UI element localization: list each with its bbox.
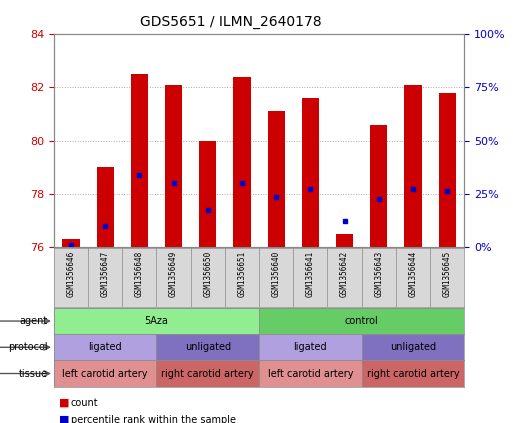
Bar [404, 85, 422, 247]
Bar [63, 239, 80, 247]
Bar [199, 140, 216, 247]
Bar [156, 334, 259, 360]
Text: ligated: ligated [293, 342, 327, 352]
Bar [54, 360, 156, 387]
Text: GSM1356648: GSM1356648 [135, 251, 144, 297]
Bar [156, 360, 259, 387]
Text: unligated: unligated [185, 342, 231, 352]
Bar [336, 234, 353, 247]
Text: control: control [345, 316, 379, 326]
Text: percentile rank within the sample: percentile rank within the sample [71, 415, 236, 423]
Bar [259, 360, 362, 387]
Text: tissue: tissue [18, 368, 48, 379]
Bar [302, 98, 319, 247]
Text: right carotid artery: right carotid artery [367, 368, 459, 379]
Text: GSM1356651: GSM1356651 [238, 251, 246, 297]
Text: count: count [71, 398, 98, 408]
Bar [165, 85, 182, 247]
Bar [362, 334, 464, 360]
Bar [439, 93, 456, 247]
Text: GSM1356649: GSM1356649 [169, 251, 178, 297]
Text: GSM1356646: GSM1356646 [67, 251, 75, 297]
Bar [54, 334, 156, 360]
Text: GSM1356642: GSM1356642 [340, 251, 349, 297]
Text: ■: ■ [59, 415, 69, 423]
Text: right carotid artery: right carotid artery [162, 368, 254, 379]
Text: GSM1356647: GSM1356647 [101, 251, 110, 297]
Bar [54, 308, 259, 334]
Text: left carotid artery: left carotid artery [63, 368, 148, 379]
Bar [259, 308, 464, 334]
Bar [96, 168, 114, 247]
Text: GSM1356645: GSM1356645 [443, 251, 451, 297]
Text: protocol: protocol [8, 342, 48, 352]
Text: agent: agent [19, 316, 48, 326]
Bar [268, 111, 285, 247]
Text: GSM1356644: GSM1356644 [408, 251, 418, 297]
Text: GSM1356643: GSM1356643 [374, 251, 383, 297]
Text: unligated: unligated [390, 342, 436, 352]
Text: 5Aza: 5Aza [145, 316, 168, 326]
Text: GSM1356650: GSM1356650 [203, 251, 212, 297]
Text: GSM1356641: GSM1356641 [306, 251, 315, 297]
Text: ligated: ligated [88, 342, 122, 352]
Text: GSM1356640: GSM1356640 [272, 251, 281, 297]
Text: left carotid artery: left carotid artery [268, 368, 353, 379]
Bar [362, 360, 464, 387]
Bar [259, 334, 362, 360]
Bar [370, 125, 387, 247]
Text: GDS5651 / ILMN_2640178: GDS5651 / ILMN_2640178 [140, 15, 322, 29]
Bar [131, 74, 148, 247]
Text: ■: ■ [59, 398, 69, 408]
Bar [233, 77, 250, 247]
